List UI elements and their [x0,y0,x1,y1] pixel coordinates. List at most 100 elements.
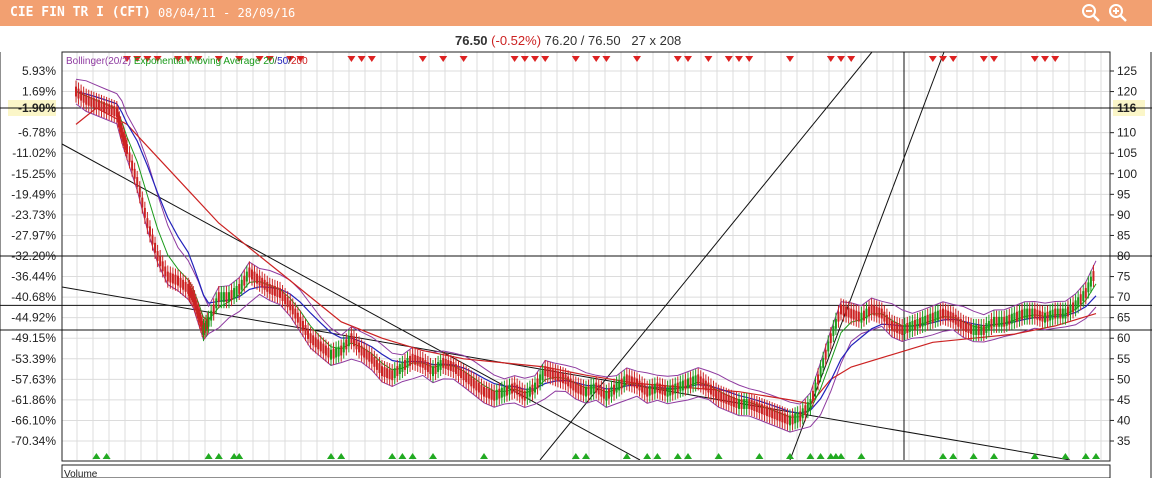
candle-body [126,144,128,155]
candle-body [194,300,197,311]
candle-body [727,394,730,405]
buy-signal-marker [480,453,488,459]
candle-body [610,386,613,397]
candle-body [284,294,287,305]
candle-body [893,321,896,332]
candle-body [541,370,544,381]
candle-body [154,242,157,253]
candle-body [970,324,973,334]
candle-body [1015,311,1018,322]
buy-signal-marker [816,453,825,459]
candle-body [324,345,327,356]
candle-body [982,325,985,335]
buy-signal-marker [235,453,244,459]
candle-body [188,286,191,296]
candle-body [92,97,95,108]
candle-body [1010,313,1013,324]
candle-body [931,312,934,323]
candle-body [299,316,302,327]
buy-signal-marker [622,453,631,459]
candle-body [829,333,832,344]
sell-signal-marker [1030,56,1039,62]
sell-signal-marker [786,56,794,62]
legend-ema20: 20 [263,56,275,67]
candle-body [628,375,631,386]
right-tick-label: 35 [1117,434,1131,448]
buy-signal-marker [571,453,580,459]
candle-body [888,317,891,328]
candle-body [613,384,616,395]
candle-body [182,279,185,290]
candle-body [337,346,340,357]
right-tick-label: 120 [1117,85,1137,99]
buy-signal-marker [831,453,840,459]
right-tick-label: 95 [1117,187,1131,201]
left-tick-label: -15.25% [11,167,56,181]
right-tick-label: 65 [1117,311,1131,325]
candle-body [119,122,122,133]
sell-signal-marker [439,56,448,62]
volume-pane [61,464,1111,478]
candle-body [217,292,220,303]
candle-body [870,304,873,315]
candle-body [536,378,539,389]
candle-body [220,292,223,303]
candle-body [607,388,610,399]
candle-body [633,377,636,388]
candle-body [108,104,111,114]
candle-body [898,324,901,334]
candle-body [1038,310,1041,321]
sell-signal-marker [520,56,529,62]
candle-body [669,385,672,396]
right-tick-label: 50 [1117,372,1131,386]
candle-body [651,384,654,395]
candle-body [179,277,182,288]
sell-signal-marker [979,56,988,62]
candle-body [391,370,394,381]
candle-body [1082,291,1085,302]
buy-signal-marker [806,453,815,459]
candle-body [1008,314,1011,325]
candle-body [745,399,748,409]
candle-body [546,367,549,378]
candle-body [878,307,881,318]
candle-body [90,96,93,107]
candle-body [266,281,269,292]
candle-body [271,284,274,295]
candle-body [256,273,259,284]
candle-body [1013,312,1016,323]
candle-body [641,382,644,393]
candle-body [1021,309,1024,320]
candle-body [794,413,797,424]
sell-signal-marker [296,56,305,62]
right-tick-label: 70 [1117,290,1131,304]
candle-body [340,345,343,356]
candle-body [198,312,201,323]
candle-body [240,279,243,290]
candle-body [620,378,623,389]
candle-body [704,380,707,391]
candle-body [434,364,437,374]
zoom-out-icon[interactable] [1081,3,1101,23]
candle-body [322,343,325,354]
candle-body [906,323,909,333]
candle-body [403,360,406,370]
candle-body [809,399,812,409]
candle-body [885,314,888,325]
sell-signal-marker [194,56,203,62]
candle-body [222,292,225,303]
candle-body [1018,310,1021,321]
candle-body [554,370,557,381]
candle-body [760,404,763,415]
right-tick-label: 85 [1117,228,1131,242]
zoom-in-icon[interactable] [1108,3,1128,23]
sell-signal-marker [592,56,601,62]
candle-body [903,324,906,334]
candle-body [921,316,924,327]
candle-body [1072,302,1075,313]
right-tick-label: 60 [1117,331,1131,345]
candle-body [796,412,799,423]
candle-body [1005,315,1008,326]
candle-body [720,391,723,402]
